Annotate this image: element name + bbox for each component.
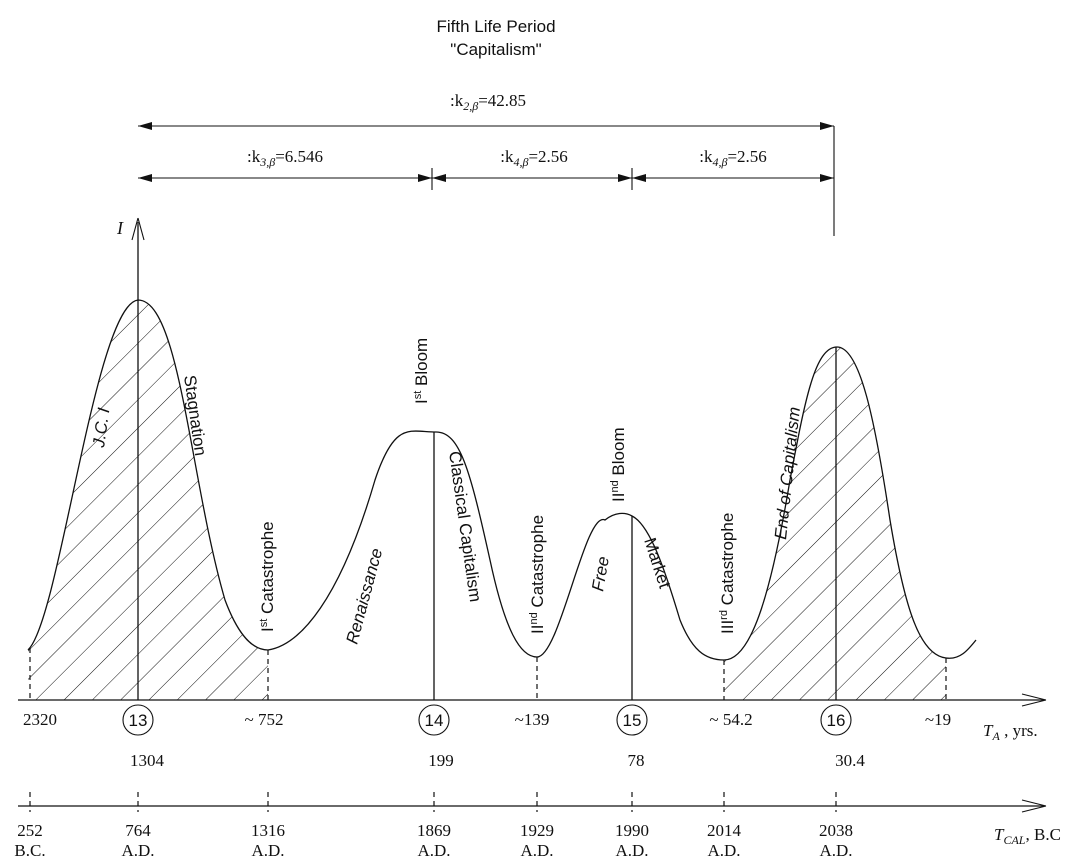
k4a-arrow-right [618, 174, 632, 182]
label-bloom-2: IInd Bloom [609, 427, 628, 502]
tcal-era-ad: A.D. [819, 841, 852, 860]
k2-arrow-right [820, 122, 834, 130]
tcal-year-1869: 1869 [417, 821, 451, 840]
hatched-area-left [28, 300, 268, 700]
k3-arrow-left [138, 174, 152, 182]
ta-tick-2320: 2320 [23, 710, 57, 729]
k4-span-label-1: :k4,β=2.56 [500, 147, 568, 169]
ta-tick-19: ~19 [925, 710, 951, 729]
k4b-arrow-left [632, 174, 646, 182]
k4-span-label-2: :k4,β=2.56 [699, 147, 767, 169]
tcal-year-1929: 1929 [520, 821, 554, 840]
k4b-arrow-right [820, 174, 834, 182]
tcal-era-ad: A.D. [520, 841, 553, 860]
tcal-era-ad: A.D. [707, 841, 740, 860]
tcal-year-1990: 1990 [615, 821, 649, 840]
tcal-era-ad: A.D. [417, 841, 450, 860]
label-renaissance: Renaissance [343, 546, 387, 646]
label-bloom-1: Ist Bloom [412, 338, 431, 404]
ta-value-30-4: 30.4 [835, 751, 865, 770]
ta-tick-54: ~ 54.2 [709, 710, 752, 729]
y-axis-label: I [116, 218, 124, 238]
tcal-year-764: 764 [125, 821, 151, 840]
ta-tick-139: ~139 [515, 710, 550, 729]
hatched-area-right [724, 347, 946, 700]
period-number-14: 14 [425, 711, 444, 730]
period-number-13: 13 [129, 711, 148, 730]
label-catastrophe-1: Ist Catastrophe [258, 521, 277, 632]
tcal-era-ad: A.D. [121, 841, 154, 860]
tcal-year-2038: 2038 [819, 821, 853, 840]
k2-span-label: :k2,β=42.85 [450, 91, 526, 113]
label-free: Free [588, 555, 613, 593]
tcal-era-ad: A.D. [251, 841, 284, 860]
k3-span-label: :k3,β=6.546 [247, 147, 323, 169]
ta-value-199: 199 [428, 751, 454, 770]
period-circle-16 [820, 704, 852, 736]
ta-axis-arrow [1021, 693, 1047, 707]
tcal-era-ad: A.D. [615, 841, 648, 860]
tcal-axis-label: TCAL, B.C [994, 825, 1061, 847]
y-axis-arrow [131, 217, 145, 241]
period-circle-13 [122, 704, 154, 736]
ta-tick-752: ~ 752 [245, 710, 284, 729]
period-circle-15 [616, 704, 648, 736]
label-market: Market [640, 535, 674, 591]
tcal-year-1316: 1316 [251, 821, 285, 840]
ta-value-1304: 1304 [130, 751, 165, 770]
tcal-axis-arrow [1021, 799, 1047, 813]
label-classical-capitalism: Classical Capitalism [445, 450, 485, 603]
ta-value-78: 78 [628, 751, 645, 770]
k4a-arrow-left [432, 174, 446, 182]
ta-axis-label: TA , yrs. [983, 721, 1038, 743]
tcal-tick-marks [29, 792, 837, 812]
title-line-1: Fifth Life Period [436, 17, 555, 36]
label-catastrophe-2: IInd Catastrophe [528, 515, 547, 634]
title-line-2: "Capitalism" [450, 40, 541, 59]
tcal-era-bc: B.C. [14, 841, 45, 860]
k2-arrow-left [138, 122, 152, 130]
tcal-year-252: 252 [17, 821, 43, 840]
label-catastrophe-3: IIIrd Catastrophe [718, 513, 737, 634]
period-circle-14 [418, 704, 450, 736]
tcal-year-2014: 2014 [707, 821, 742, 840]
period-number-16: 16 [827, 711, 846, 730]
life-cycle-curve [27, 299, 977, 661]
period-number-15: 15 [623, 711, 642, 730]
k3-arrow-right [418, 174, 432, 182]
